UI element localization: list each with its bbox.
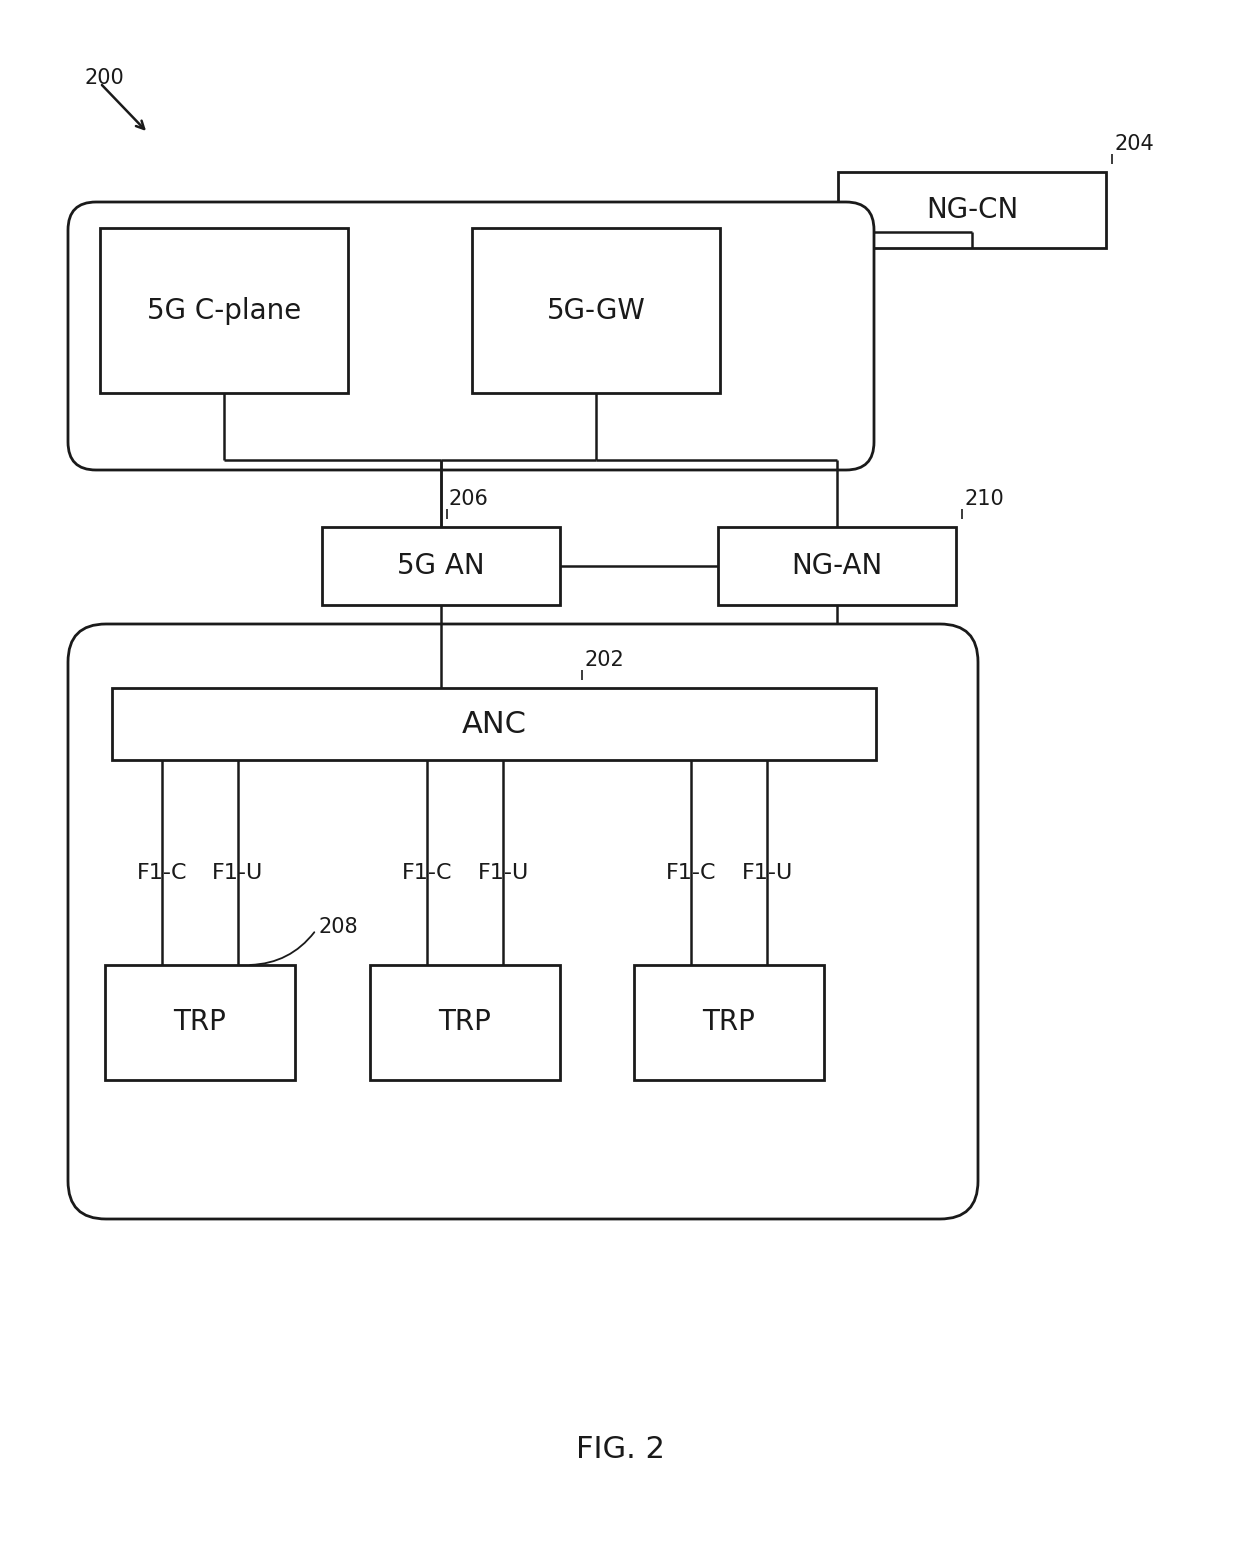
Bar bbox=[112, 688, 875, 759]
FancyBboxPatch shape bbox=[68, 624, 978, 1219]
Bar bbox=[838, 171, 1106, 248]
Text: 206: 206 bbox=[449, 490, 489, 508]
Text: NG-CN: NG-CN bbox=[926, 196, 1018, 224]
Bar bbox=[100, 228, 348, 393]
Bar bbox=[472, 228, 720, 393]
Text: 5G AN: 5G AN bbox=[397, 552, 485, 580]
Text: F1-U: F1-U bbox=[477, 862, 528, 882]
Text: FIG. 2: FIG. 2 bbox=[575, 1436, 665, 1464]
Bar bbox=[370, 965, 560, 1080]
Text: F1-U: F1-U bbox=[742, 862, 792, 882]
Text: NG-AN: NG-AN bbox=[791, 552, 883, 580]
Text: 202: 202 bbox=[584, 650, 624, 670]
Bar bbox=[718, 527, 956, 605]
Bar bbox=[322, 527, 560, 605]
Text: 200: 200 bbox=[86, 69, 125, 87]
Text: ANC: ANC bbox=[461, 709, 527, 739]
Text: F1-C: F1-C bbox=[136, 862, 187, 882]
Text: TRP: TRP bbox=[174, 1009, 227, 1037]
Bar bbox=[105, 965, 295, 1080]
Text: 210: 210 bbox=[963, 490, 1003, 508]
Text: 5G C-plane: 5G C-plane bbox=[146, 296, 301, 324]
Text: 208: 208 bbox=[317, 917, 357, 937]
Bar bbox=[634, 965, 825, 1080]
Text: TRP: TRP bbox=[439, 1009, 491, 1037]
Text: 204: 204 bbox=[1114, 134, 1153, 154]
FancyBboxPatch shape bbox=[68, 203, 874, 469]
Text: F1-C: F1-C bbox=[402, 862, 453, 882]
Text: 5G-GW: 5G-GW bbox=[547, 296, 646, 324]
Text: F1-C: F1-C bbox=[666, 862, 717, 882]
Text: TRP: TRP bbox=[703, 1009, 755, 1037]
Text: F1-U: F1-U bbox=[212, 862, 264, 882]
